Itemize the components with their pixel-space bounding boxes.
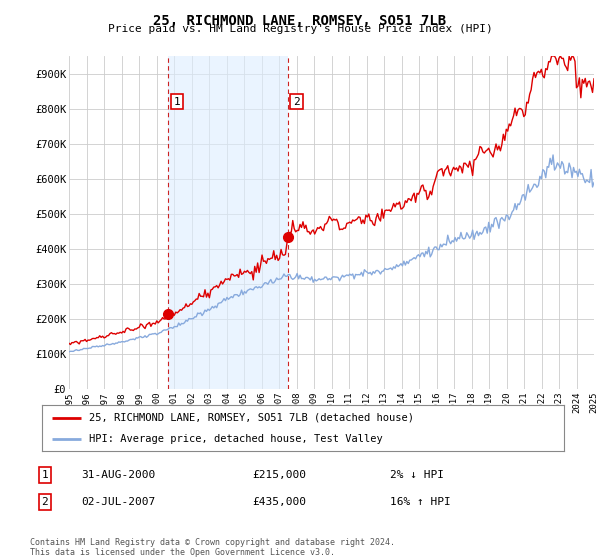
Text: 2: 2 <box>293 96 300 106</box>
Text: Contains HM Land Registry data © Crown copyright and database right 2024.
This d: Contains HM Land Registry data © Crown c… <box>30 538 395 557</box>
Text: 1: 1 <box>41 470 49 480</box>
Text: 2: 2 <box>41 497 49 507</box>
Text: 25, RICHMOND LANE, ROMSEY, SO51 7LB (detached house): 25, RICHMOND LANE, ROMSEY, SO51 7LB (det… <box>89 413 414 423</box>
Text: £215,000: £215,000 <box>252 470 306 480</box>
Bar <box>168 56 288 389</box>
Text: 1: 1 <box>173 96 180 106</box>
Text: HPI: Average price, detached house, Test Valley: HPI: Average price, detached house, Test… <box>89 434 383 444</box>
Text: Price paid vs. HM Land Registry's House Price Index (HPI): Price paid vs. HM Land Registry's House … <box>107 24 493 34</box>
Text: 02-JUL-2007: 02-JUL-2007 <box>81 497 155 507</box>
Text: 25, RICHMOND LANE, ROMSEY, SO51 7LB: 25, RICHMOND LANE, ROMSEY, SO51 7LB <box>154 14 446 28</box>
Text: 2% ↓ HPI: 2% ↓ HPI <box>390 470 444 480</box>
Text: £435,000: £435,000 <box>252 497 306 507</box>
Text: 16% ↑ HPI: 16% ↑ HPI <box>390 497 451 507</box>
Text: 31-AUG-2000: 31-AUG-2000 <box>81 470 155 480</box>
